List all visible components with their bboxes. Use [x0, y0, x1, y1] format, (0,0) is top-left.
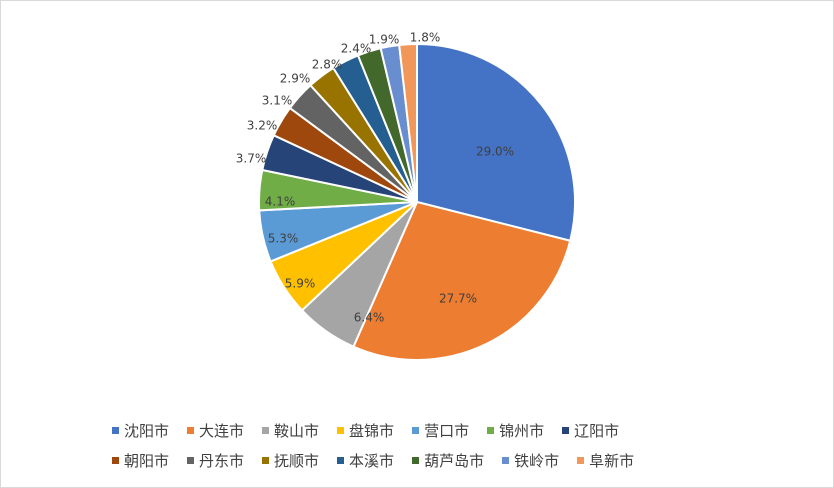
legend-swatch: [337, 427, 345, 434]
slice-label-8: 3.2%: [247, 119, 278, 133]
slice-label-9: 3.1%: [262, 94, 293, 108]
legend-label: 铁岭市: [514, 452, 560, 470]
legend-swatch: [337, 457, 345, 464]
legend-item-1: 沈阳市: [112, 420, 169, 441]
slice-label-10: 2.9%: [280, 72, 311, 86]
legend-swatch: [577, 457, 585, 464]
legend-swatch: [262, 427, 270, 434]
pie-slice-2: [352, 200, 572, 361]
legend-item-4: 盘锦市: [337, 420, 394, 441]
slice-label-4: 5.9%: [285, 277, 316, 291]
legend-item-6: 锦州市: [487, 420, 544, 441]
legend-item-10: 抚顺市: [262, 450, 319, 471]
legend-item-3: 鞍山市: [262, 420, 319, 441]
legend-label: 营口市: [424, 422, 470, 440]
legend-label: 沈阳市: [124, 422, 170, 440]
legend-item-11: 本溪市: [337, 450, 394, 471]
slice-label-1: 29.0%: [476, 145, 514, 159]
legend-label: 葫芦岛市: [424, 452, 485, 470]
legend-label: 盘锦市: [349, 422, 395, 440]
legend-label: 大连市: [199, 422, 245, 440]
legend-swatch: [502, 457, 510, 464]
slice-label-14: 1.8%: [410, 31, 441, 45]
legend-row: 沈阳市 大连市 鞍山市 盘锦市 营口市 锦州市 辽阳市: [112, 420, 637, 441]
legend-item-5: 营口市: [412, 420, 469, 441]
legend-swatch: [487, 427, 495, 434]
legend-item-14: 阜新市: [577, 450, 634, 471]
legend-item-9: 丹东市: [187, 450, 244, 471]
slice-label-13: 1.9%: [369, 33, 400, 47]
slice-label-6: 4.1%: [265, 195, 296, 209]
pie-chart: 29.0% 27.7% 6.4% 5.9% 5.3% 4.1% 3.7% 3.2% 3.1% 2.…: [236, 31, 576, 361]
legend-label: 本溪市: [349, 452, 395, 470]
legend-label: 锦州市: [499, 422, 545, 440]
legend-label: 鞍山市: [274, 422, 320, 440]
slice-label-12: 2.4%: [341, 42, 372, 56]
legend-item-8: 朝阳市: [112, 450, 169, 471]
legend-label: 阜新市: [589, 452, 635, 470]
pie-slice-14: [398, 42, 418, 203]
slice-label-7: 3.7%: [236, 152, 267, 166]
legend-swatch: [412, 457, 420, 464]
slice-label-3: 6.4%: [354, 311, 385, 325]
slice-label-5: 5.3%: [268, 232, 299, 246]
legend-label: 辽阳市: [574, 422, 620, 440]
legend-label: 朝阳市: [124, 452, 170, 470]
pie-slice-1: [416, 42, 576, 242]
legend-item-2: 大连市: [187, 420, 244, 441]
legend-label: 丹东市: [199, 452, 245, 470]
legend-swatch: [187, 457, 195, 464]
legend-swatch: [187, 427, 195, 434]
legend-swatch: [112, 427, 119, 434]
legend-label: 抚顺市: [274, 452, 320, 470]
legend-item-12: 葫芦岛市: [412, 450, 484, 471]
legend-row: 朝阳市 丹东市 抚顺市 本溪市 葫芦岛市 铁岭市 阜新市: [112, 450, 652, 471]
legend-swatch: [562, 427, 570, 434]
legend-swatch: [112, 457, 119, 464]
legend-swatch: [412, 427, 420, 434]
legend-swatch: [262, 457, 270, 464]
legend-item-13: 铁岭市: [502, 450, 559, 471]
legend-item-7: 辽阳市: [562, 420, 619, 441]
slice-label-11: 2.8%: [312, 58, 343, 72]
slice-label-2: 27.7%: [439, 292, 477, 306]
